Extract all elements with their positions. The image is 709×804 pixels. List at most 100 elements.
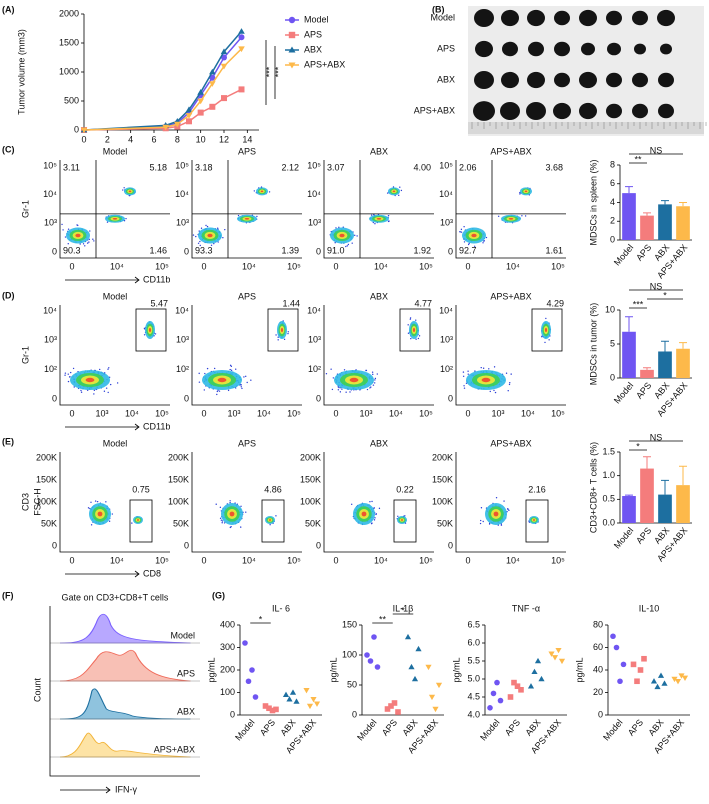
- tumor: [607, 42, 621, 56]
- photo-row-label: APS+ABX: [414, 105, 455, 115]
- photo-row-label: Model: [430, 12, 455, 22]
- tumor: [554, 10, 570, 26]
- y-tick-label: 200K: [432, 452, 453, 462]
- x-tick-label: APS: [258, 717, 277, 737]
- event-dot: [407, 332, 410, 334]
- marker: [654, 683, 661, 690]
- bar: [676, 348, 690, 378]
- event-dot: [474, 370, 476, 372]
- x-tick-label: 0: [465, 555, 470, 565]
- marker: [435, 682, 443, 689]
- gate: [525, 499, 549, 543]
- event-dot: [227, 389, 230, 392]
- y-tick-label: 10³: [308, 218, 321, 228]
- y-axis-label: CD3+CD8+ T cells (%): [588, 442, 598, 533]
- x-axis-label: IFN-γ: [115, 784, 137, 794]
- event-dot: [198, 230, 200, 232]
- x-tick-label: 10⁴: [242, 555, 256, 565]
- event-dot: [199, 244, 201, 247]
- marker: [186, 118, 192, 125]
- y-tick-label: 100: [342, 649, 357, 659]
- tumor: [634, 43, 646, 55]
- y-tick-label: 10⁴: [43, 305, 57, 315]
- event-dot: [109, 383, 112, 386]
- y-tick-label: 50K: [305, 518, 321, 528]
- event-dot: [398, 194, 400, 197]
- event-dot: [223, 522, 226, 524]
- x-tick-label: APS: [626, 717, 645, 737]
- marker: [511, 679, 517, 686]
- event-dot: [253, 190, 256, 192]
- y-tick-label: 10⁴: [307, 305, 321, 315]
- plot-axes: [59, 160, 170, 259]
- density: [400, 519, 404, 521]
- y-axis-label: MDSCs in spleen (%): [588, 159, 598, 245]
- marker: [518, 687, 524, 693]
- histogram-label: APS: [177, 668, 195, 678]
- x-tick-label: 10⁵: [287, 555, 301, 565]
- event-dot: [206, 367, 209, 370]
- event-dot: [488, 368, 490, 370]
- y-tick-label: 10³: [176, 335, 189, 345]
- event-dot: [509, 382, 511, 384]
- event-dot: [337, 386, 339, 388]
- density: [412, 328, 416, 332]
- tumor: [554, 72, 570, 88]
- event-dot: [415, 319, 417, 321]
- event-dot: [334, 241, 336, 244]
- x-tick-label: 10⁴: [257, 408, 271, 418]
- bar: [640, 215, 654, 240]
- plot-axes: [191, 452, 302, 553]
- marker: [531, 668, 538, 675]
- event-dot: [199, 240, 201, 243]
- density: [229, 511, 235, 517]
- tumor: [528, 41, 544, 57]
- series-line: [83, 36, 243, 131]
- marker: [221, 95, 227, 102]
- marker: [367, 658, 374, 664]
- plot-axes: [323, 305, 434, 406]
- event-dot: [365, 369, 367, 372]
- event-dot: [493, 366, 496, 368]
- event-dot: [374, 517, 376, 519]
- event-dot: [373, 519, 376, 521]
- event-dot: [409, 317, 412, 319]
- x-tick-label: 0: [333, 408, 338, 418]
- sig-label: NS: [650, 145, 663, 155]
- marker: [269, 707, 276, 714]
- y-tick-label: 10⁴: [307, 189, 321, 199]
- plot-title: APS: [238, 146, 256, 156]
- marker: [197, 98, 204, 105]
- event-dot: [64, 374, 66, 376]
- tumor: [606, 10, 622, 26]
- event-dot: [338, 386, 340, 389]
- marker: [266, 705, 272, 712]
- tumor: [660, 43, 672, 55]
- density: [268, 519, 272, 521]
- event-dot: [397, 515, 399, 517]
- y-tick-label: 0.5: [602, 494, 615, 504]
- x-tick-label: 10³: [491, 408, 504, 418]
- x-tick-label: 10⁵: [155, 408, 169, 418]
- y-axis-label: Tumor volume (mm3): [16, 29, 26, 115]
- y-tick-label: 10⁴: [175, 189, 189, 199]
- gate: [267, 308, 299, 352]
- marker: [174, 121, 181, 128]
- tumor: [632, 10, 648, 26]
- marker: [497, 697, 504, 704]
- density: [136, 519, 140, 521]
- x-tick-label: 0: [81, 134, 86, 144]
- histogram: [59, 613, 191, 644]
- event-dot: [235, 368, 237, 370]
- x-tick-label: Model: [478, 717, 501, 742]
- y-tick-label: 0: [610, 372, 615, 382]
- event-dot: [467, 243, 470, 246]
- gate-value: 3.11: [63, 162, 80, 172]
- gate-value: 4.86: [264, 484, 282, 494]
- event-dot: [195, 235, 197, 238]
- event-dot: [237, 214, 240, 217]
- y-tick-label: 150K: [432, 474, 453, 484]
- gate-value: 2.06: [459, 162, 477, 172]
- sig-label: **: [379, 614, 387, 624]
- event-dot: [482, 367, 485, 369]
